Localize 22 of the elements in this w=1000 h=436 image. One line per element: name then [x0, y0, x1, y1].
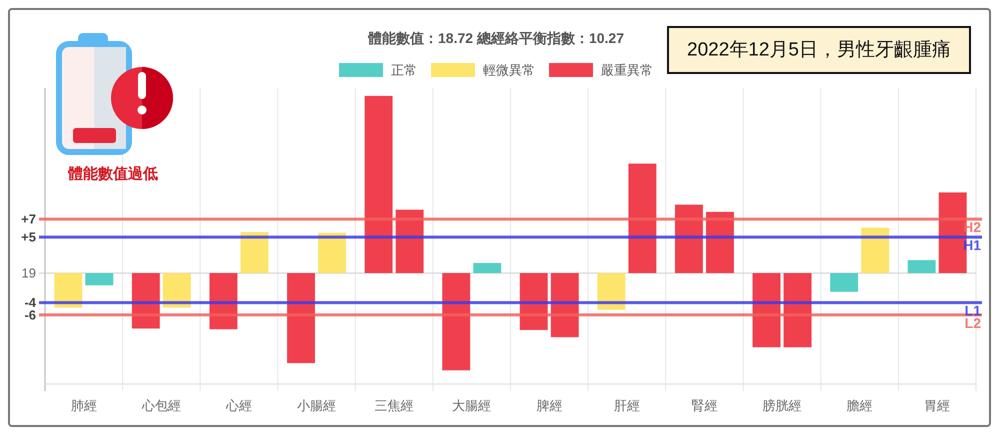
annotation: 19 — [22, 266, 36, 281]
annotation: 體能數值過低 — [68, 166, 158, 182]
x-tick-label: 脾經 — [536, 398, 562, 413]
ref-line-label: L2 — [964, 314, 981, 331]
legend-label: 嚴重異常 — [601, 62, 653, 78]
x-tick-label: 心經 — [226, 398, 252, 413]
y-tick-label: +5 — [21, 230, 36, 245]
x-tick-label: 膀胱經 — [762, 398, 802, 413]
x-tick-label: 三焦經 — [374, 398, 414, 413]
x-tick-label: 大腸經 — [452, 398, 492, 413]
x-tick-label: 腎經 — [691, 398, 718, 413]
x-tick-label: 肺經 — [70, 398, 97, 413]
legend-label: 輕微異常 — [483, 62, 535, 78]
x-tick-label: 心包經 — [142, 398, 181, 413]
x-tick-label: 膽經 — [846, 398, 873, 413]
title: 體能數值：18.72 總經絡平衡指數：10.27 — [368, 30, 624, 46]
x-tick-label: 小腸經 — [297, 398, 336, 413]
y-tick-label: +7 — [21, 212, 36, 227]
legend-label: 正常 — [391, 62, 417, 78]
x-tick-label: 胃經 — [924, 398, 950, 413]
annotation: 2022年12月5日，男性牙齦腫痛 — [687, 40, 951, 60]
x-tick-label: 肝經 — [614, 398, 640, 413]
